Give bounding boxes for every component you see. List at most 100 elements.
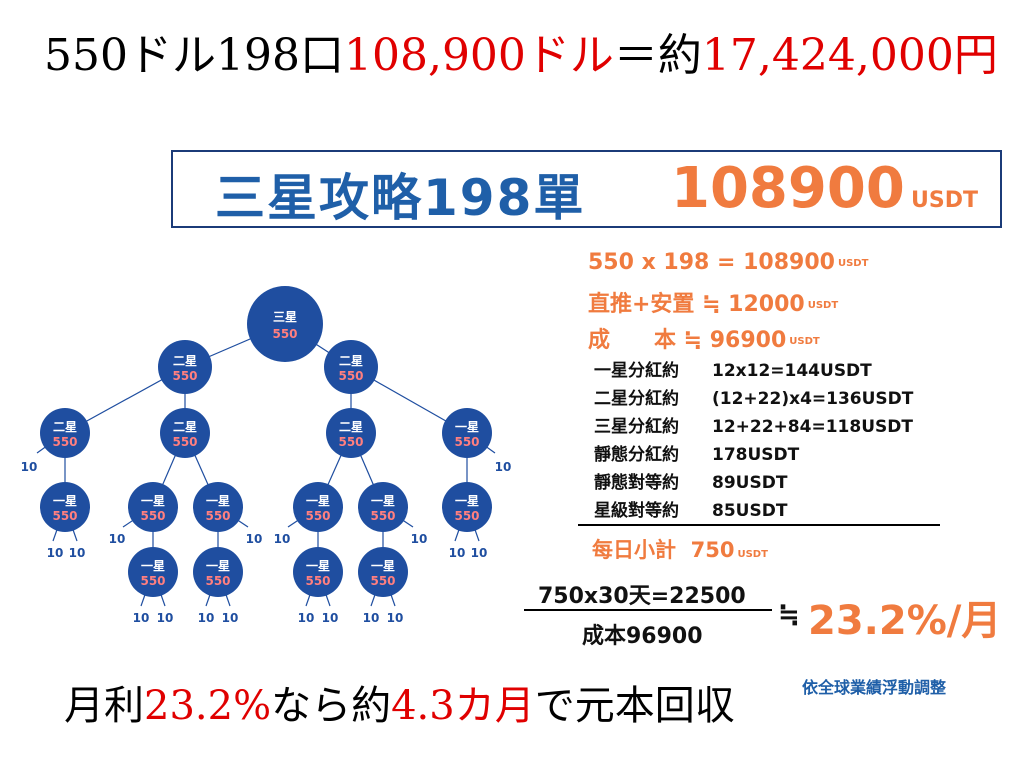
bottomline: 月利23.2%なら約4.3カ月で元本回収 (64, 680, 735, 732)
tree-node-value: 550 (370, 509, 395, 523)
tree-node-label: 一星 (306, 494, 330, 508)
fraction-numerator: 750x30天=22500 (538, 584, 746, 609)
title-name: 三星攻略198單 (215, 169, 586, 227)
leaf-value: 10 (109, 532, 126, 546)
dividend-label: 一星分紅約 (594, 361, 679, 381)
tree-node-label: 一星 (455, 494, 479, 508)
tree-node-circle (40, 408, 90, 458)
dividend-value: 89USDT (712, 473, 788, 493)
title-box: 三星攻略198單 108900 USDT (171, 150, 1002, 228)
monthly-result: 23.2%/月 (808, 598, 1002, 644)
leaf-value: 10 (246, 532, 263, 546)
bottomline-part1: 月利 (64, 683, 144, 729)
leaf-value: 10 (322, 611, 339, 625)
leaf-value: 10 (495, 460, 512, 474)
bottomline-part2: 23.2% (144, 683, 272, 729)
tree-node-value: 550 (454, 509, 479, 523)
fraction-bar (524, 609, 772, 611)
dividend-row: 星級對等約 85USDT (594, 496, 913, 524)
fraction-denominator: 成本96900 (582, 624, 703, 649)
headline-part2: 108,900ドル (343, 30, 614, 81)
tree-node-circle (128, 547, 178, 597)
headline-part1: 550ドル198口 (44, 30, 344, 81)
bottomline-part3: なら約 (271, 683, 392, 729)
tree-node-label: 二星 (173, 354, 197, 368)
bottomline-part5: で元本回収 (534, 683, 735, 729)
tree-node-label: 二星 (339, 354, 363, 368)
tree-node-circle (40, 482, 90, 532)
cost-line: 550 x 198 = 108900 USDT (588, 250, 868, 286)
headline-part4: 17,424,000円 (701, 30, 998, 81)
tree-node-value: 550 (305, 509, 330, 523)
dividend-row: 一星分紅約 12x12=144USDT (594, 356, 913, 384)
tree-node-label: 一星 (371, 559, 395, 573)
tree-node-circle (442, 482, 492, 532)
dividend-row: 三星分紅約 12+22+84=118USDT (594, 412, 913, 440)
tree-node-label: 一星 (141, 559, 165, 573)
dividend-value: 12+22+84=118USDT (712, 417, 913, 437)
divider-line (578, 524, 940, 526)
tree-node-value: 550 (205, 574, 230, 588)
cost-line-text: 直推+安置 ≒ 12000 (588, 292, 805, 317)
dividend-value: 12x12=144USDT (712, 361, 872, 381)
leaf-value: 10 (47, 546, 64, 560)
dividend-label: 二星分紅約 (594, 389, 679, 409)
tree-node: 三星 550 (247, 286, 323, 362)
title-amount: 108900 (671, 156, 905, 221)
tree-node-circle (193, 482, 243, 532)
leaf-value: 10 (133, 611, 150, 625)
leaf-value: 10 (157, 611, 174, 625)
tree-node-label: 二星 (173, 420, 197, 434)
tree-node-value: 550 (305, 574, 330, 588)
dividend-row: 靜態對等約 89USDT (594, 468, 913, 496)
leaf-value: 10 (387, 611, 404, 625)
cost-line: 直推+安置 ≒ 12000 USDT (588, 286, 868, 322)
adjustment-note: 依全球業績浮動調整 (802, 678, 947, 697)
dividend-label: 靜態分紅約 (594, 445, 679, 465)
leaf-value: 10 (274, 532, 291, 546)
dividend-row: 靜態分紅約 178USDT (594, 440, 913, 468)
approx-symbol: ≒ (778, 600, 800, 630)
tree-node-label: 一星 (306, 559, 330, 573)
dividend-value: (12+22)x4=136USDT (712, 389, 914, 409)
tree-node-label: 三星 (273, 310, 297, 324)
tree-node-value: 550 (338, 369, 363, 383)
title-unit: USDT (911, 188, 978, 213)
tree-node-circle (293, 482, 343, 532)
cost-line-text: 成 本 ≒ 96900 (588, 328, 787, 353)
tree-node-value: 550 (172, 369, 197, 383)
tree-node-value: 550 (172, 435, 197, 449)
tree-node-circle (160, 408, 210, 458)
cost-line-text: 550 x 198 = 108900 (588, 250, 835, 275)
daily-unit: USDT (737, 549, 768, 560)
tree-node-value: 550 (140, 509, 165, 523)
tree-node-value: 550 (52, 435, 77, 449)
tree-node-circle (326, 408, 376, 458)
tree-node-label: 一星 (206, 494, 230, 508)
leaf-value: 10 (69, 546, 86, 560)
headline: 550ドル198口108,900ドル＝約17,424,000円 (44, 28, 998, 84)
cost-line-unit: USDT (807, 299, 839, 311)
dividend-value: 85USDT (712, 501, 788, 521)
dividend-list: 一星分紅約 12x12=144USDT 二星分紅約 (12+22)x4=136USD… (594, 356, 913, 524)
leaf-value: 10 (298, 611, 315, 625)
daily-subtotal: 每日小計 750 USDT (592, 534, 768, 564)
tree-node-circle (128, 482, 178, 532)
tree-node-label: 一星 (53, 494, 77, 508)
tree-node-circle (293, 547, 343, 597)
tree-node-value: 550 (140, 574, 165, 588)
daily-value: 750 (690, 538, 735, 562)
dividend-label: 靜態對等約 (594, 473, 679, 493)
